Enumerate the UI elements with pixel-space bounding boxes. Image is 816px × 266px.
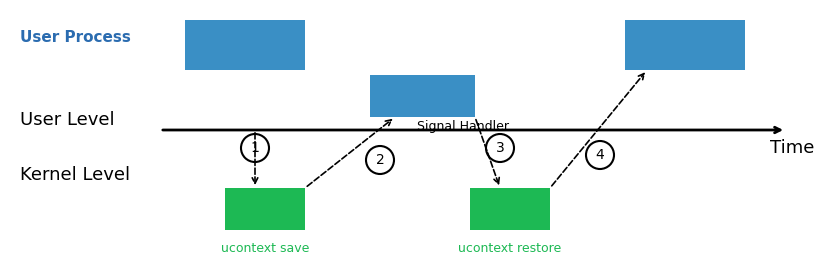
Text: ucontext save: ucontext save [221, 242, 309, 255]
Text: 4: 4 [596, 148, 605, 162]
Bar [225, 188, 305, 230]
Text: 2: 2 [375, 153, 384, 167]
Bar [370, 75, 475, 117]
Text: Time: Time [770, 139, 814, 157]
Text: ucontext restore: ucontext restore [459, 242, 561, 255]
Text: 1: 1 [251, 141, 259, 155]
Text: User Process: User Process [20, 30, 131, 44]
Text: 3: 3 [495, 141, 504, 155]
Bar [470, 188, 550, 230]
Text: Signal Handler: Signal Handler [417, 120, 509, 133]
Text: Kernel Level: Kernel Level [20, 166, 130, 184]
Text: User Level: User Level [20, 111, 114, 129]
Bar [185, 20, 305, 70]
Bar [625, 20, 745, 70]
